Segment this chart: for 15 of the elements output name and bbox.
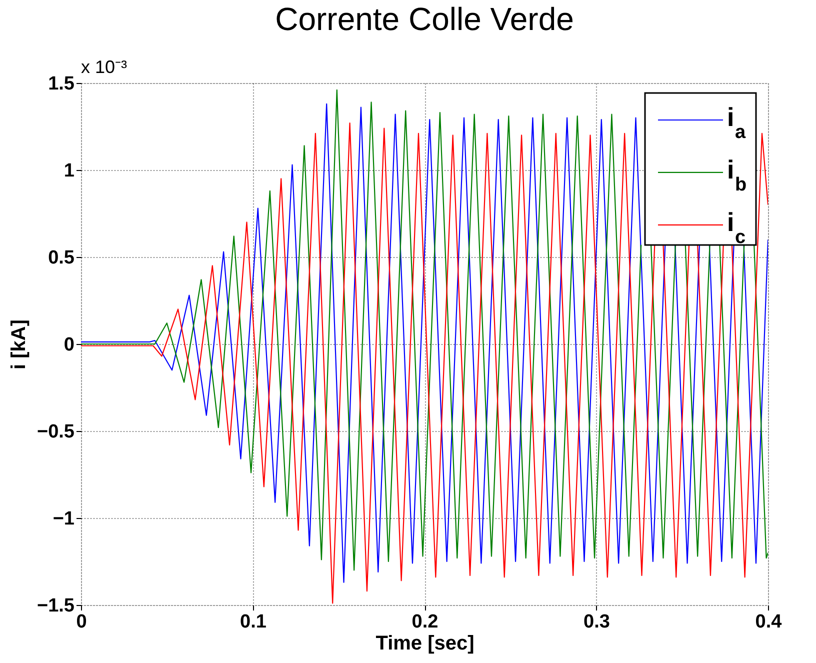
x-tick-label: 0.4 <box>755 612 782 632</box>
x-tick-label: 0.3 <box>584 612 610 632</box>
x-tick-label: 0.2 <box>412 612 438 632</box>
y-tick-label: −0.5 <box>36 422 75 442</box>
x-tick-label: 0.1 <box>240 612 267 632</box>
y-tick-label: 1.5 <box>48 74 75 94</box>
y-tick-label: 1 <box>64 160 75 182</box>
y-tick-label: −1.5 <box>36 596 75 616</box>
y-axis-title: i [kA] <box>8 320 30 370</box>
y-tick-label: 0.5 <box>48 248 75 268</box>
chart-title: Corrente Colle Verde <box>275 1 574 37</box>
text: x 10⁻³ <box>81 57 128 77</box>
y-tick-label: −1 <box>52 508 75 530</box>
y-tick-label: 0 <box>64 334 74 356</box>
x-axis-title: Time [sec] <box>376 632 474 654</box>
